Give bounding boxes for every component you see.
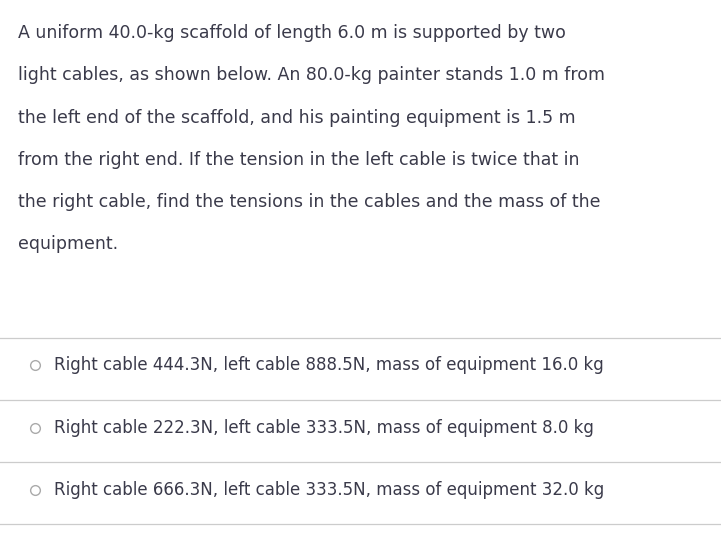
Text: Right cable 222.3N, left cable 333.5N, mass of equipment 8.0 kg: Right cable 222.3N, left cable 333.5N, m…	[54, 418, 594, 436]
Text: from the right end. If the tension in the left cable is twice that in: from the right end. If the tension in th…	[18, 151, 580, 168]
Text: the right cable, find the tensions in the cables and the mass of the: the right cable, find the tensions in th…	[18, 193, 601, 211]
Text: Right cable 666.3N, left cable 333.5N, mass of equipment 32.0 kg: Right cable 666.3N, left cable 333.5N, m…	[54, 481, 604, 498]
Text: the left end of the scaffold, and his painting equipment is 1.5 m: the left end of the scaffold, and his pa…	[18, 109, 575, 126]
Text: A uniform 40.0-kg scaffold of length 6.0 m is supported by two: A uniform 40.0-kg scaffold of length 6.0…	[18, 24, 566, 42]
Text: equipment.: equipment.	[18, 235, 118, 253]
Text: light cables, as shown below. An 80.0-kg painter stands 1.0 m from: light cables, as shown below. An 80.0-kg…	[18, 66, 605, 84]
Text: Right cable 444.3N, left cable 888.5N, mass of equipment 16.0 kg: Right cable 444.3N, left cable 888.5N, m…	[54, 356, 603, 374]
